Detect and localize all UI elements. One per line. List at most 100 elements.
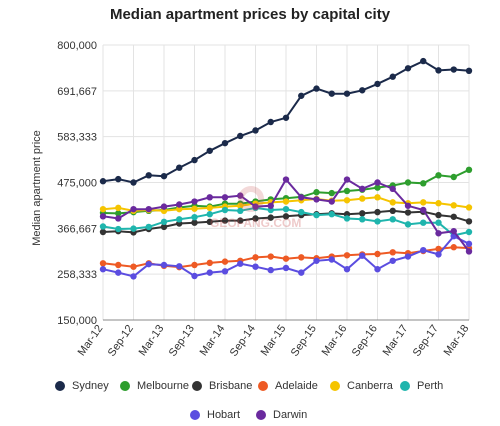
data-point-hobart bbox=[206, 269, 213, 276]
data-point-sydney bbox=[374, 80, 381, 88]
x-tick-label: Mar-13 bbox=[137, 323, 167, 358]
legend-item-perth[interactable]: Perth bbox=[400, 380, 443, 392]
legend-item-canberra[interactable]: Canberra bbox=[330, 380, 393, 392]
legend-marker bbox=[55, 381, 65, 391]
data-point-hobart bbox=[435, 251, 442, 258]
data-point-perth bbox=[130, 225, 137, 232]
data-point-hobart bbox=[145, 260, 152, 268]
data-point-darwin bbox=[252, 203, 259, 210]
data-point-sydney bbox=[450, 66, 457, 73]
data-point-sydney bbox=[359, 87, 366, 94]
data-point-darwin bbox=[343, 176, 351, 183]
data-point-perth bbox=[389, 216, 396, 223]
data-point-canberra bbox=[420, 199, 427, 206]
chart-title: Median apartment prices by capital city bbox=[109, 6, 391, 23]
data-point-perth bbox=[145, 223, 152, 231]
data-point-melbourne bbox=[328, 189, 335, 197]
data-point-brisbane bbox=[404, 209, 412, 216]
data-point-darwin bbox=[313, 196, 320, 203]
data-point-darwin bbox=[404, 202, 412, 209]
data-point-perth bbox=[176, 216, 183, 223]
data-point-melbourne bbox=[435, 172, 442, 179]
data-point-sydney bbox=[404, 65, 412, 72]
data-point-sydney bbox=[420, 57, 427, 65]
data-point-hobart bbox=[298, 269, 305, 276]
data-point-adelaide bbox=[99, 260, 107, 267]
data-point-brisbane bbox=[252, 215, 259, 222]
data-point-brisbane bbox=[160, 223, 168, 231]
data-point-brisbane bbox=[435, 211, 442, 219]
data-point-sydney bbox=[206, 147, 213, 154]
data-point-canberra bbox=[237, 202, 244, 209]
legend-item-melbourne[interactable]: Melbourne bbox=[120, 380, 189, 392]
data-point-sydney bbox=[221, 139, 229, 147]
data-point-darwin bbox=[176, 201, 183, 208]
data-point-sydney bbox=[328, 90, 335, 97]
data-point-perth bbox=[115, 225, 122, 233]
legend-marker bbox=[400, 381, 410, 391]
legend-label: Hobart bbox=[207, 409, 241, 421]
data-point-brisbane bbox=[221, 217, 229, 224]
data-point-perth bbox=[343, 215, 351, 222]
data-point-sydney bbox=[298, 92, 305, 99]
data-point-hobart bbox=[465, 240, 473, 248]
legend-item-sydney[interactable]: Sydney bbox=[55, 380, 109, 392]
data-point-darwin bbox=[282, 176, 290, 183]
data-point-adelaide bbox=[435, 245, 442, 253]
data-point-hobart bbox=[343, 266, 351, 273]
data-point-hobart bbox=[359, 252, 366, 259]
data-point-melbourne bbox=[343, 187, 351, 195]
data-point-canberra bbox=[435, 200, 442, 207]
legend-label: Melbourne bbox=[137, 380, 189, 392]
data-point-hobart bbox=[374, 266, 381, 273]
data-point-darwin bbox=[389, 185, 396, 193]
data-point-perth bbox=[206, 211, 213, 218]
data-point-perth bbox=[359, 216, 366, 223]
data-point-darwin bbox=[237, 192, 244, 199]
data-point-adelaide bbox=[206, 259, 213, 267]
data-point-darwin bbox=[115, 215, 122, 222]
data-point-hobart bbox=[313, 257, 320, 264]
data-point-sydney bbox=[313, 85, 320, 92]
data-point-adelaide bbox=[450, 244, 457, 251]
data-point-perth bbox=[298, 208, 305, 216]
data-point-melbourne bbox=[450, 173, 457, 181]
x-tick-label: Sep-14 bbox=[228, 323, 258, 359]
legend-item-adelaide[interactable]: Adelaide bbox=[258, 380, 318, 392]
data-point-perth bbox=[99, 223, 107, 230]
legend-item-brisbane[interactable]: Brisbane bbox=[192, 380, 252, 392]
legend-item-darwin[interactable]: Darwin bbox=[256, 409, 307, 421]
data-point-perth bbox=[282, 205, 290, 213]
x-tick-label: Mar-16 bbox=[320, 323, 350, 358]
data-point-brisbane bbox=[99, 228, 107, 236]
data-point-perth bbox=[420, 219, 427, 226]
data-point-canberra bbox=[176, 205, 183, 213]
data-point-adelaide bbox=[130, 263, 137, 270]
legend-item-hobart[interactable]: Hobart bbox=[190, 409, 240, 421]
legend-label: Darwin bbox=[273, 409, 308, 421]
data-point-brisbane bbox=[450, 213, 457, 220]
x-tick-label: Mar-17 bbox=[381, 323, 411, 358]
data-point-canberra bbox=[359, 195, 366, 202]
data-point-sydney bbox=[191, 156, 198, 164]
data-point-sydney bbox=[115, 175, 122, 183]
data-point-hobart bbox=[99, 266, 107, 273]
data-point-canberra bbox=[389, 199, 396, 206]
data-point-sydney bbox=[160, 172, 168, 180]
y-tick-label: 150,000 bbox=[57, 315, 97, 327]
data-point-melbourne bbox=[420, 180, 427, 187]
data-point-adelaide bbox=[221, 258, 229, 265]
y-tick-label: 691,667 bbox=[57, 86, 97, 98]
legend-label: Adelaide bbox=[275, 380, 318, 392]
data-point-hobart bbox=[130, 273, 137, 280]
data-point-canberra bbox=[115, 204, 122, 212]
data-point-darwin bbox=[465, 248, 473, 255]
legend-label: Brisbane bbox=[209, 380, 253, 392]
data-point-adelaide bbox=[389, 249, 396, 256]
legend-label: Sydney bbox=[72, 380, 109, 392]
data-point-sydney bbox=[145, 172, 152, 179]
data-point-brisbane bbox=[389, 207, 396, 215]
data-point-hobart bbox=[389, 257, 396, 264]
data-point-perth bbox=[328, 211, 335, 218]
data-point-melbourne bbox=[313, 189, 320, 196]
